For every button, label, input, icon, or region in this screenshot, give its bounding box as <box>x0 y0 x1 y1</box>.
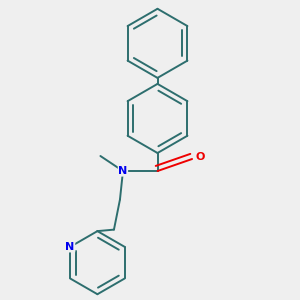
Text: O: O <box>196 152 205 162</box>
Text: N: N <box>65 242 75 252</box>
Text: N: N <box>118 166 128 176</box>
